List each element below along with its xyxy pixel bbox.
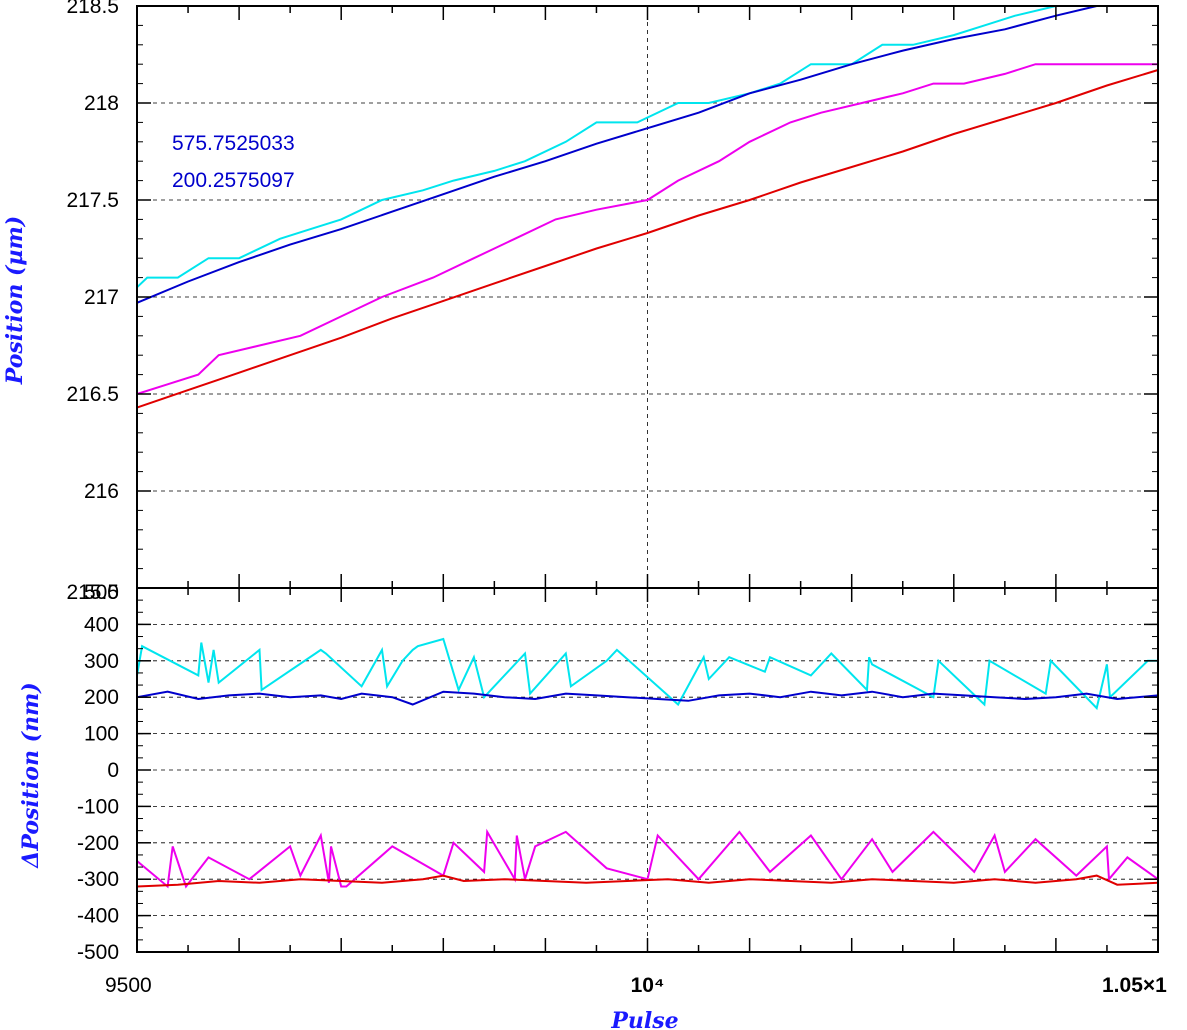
x-axis-title: Pulse <box>610 1008 678 1030</box>
xtick-label: 1.05×1 <box>1102 974 1167 997</box>
top-ytick-bottom-label: 215.5 <box>66 581 119 604</box>
top-y-axis-title: Position (µm) <box>2 216 28 385</box>
panel-1-ytick-label: 200 <box>84 686 119 709</box>
bottom-panel: -500 -400 -300 -200 -100 0 100 200 300 400 500 9500… <box>77 581 1167 997</box>
panel-0-series-cyan <box>136 5 1097 289</box>
panel-0-ytick-label: 218 <box>84 92 119 115</box>
panel-1-series-cyan <box>136 637 1158 711</box>
panel-1-ytick-label: 0 <box>107 759 119 782</box>
panel-0-series-red <box>136 69 1159 409</box>
panel-0-ytick-label: 217.5 <box>66 189 119 212</box>
panel-1-ytick-label: -500 <box>77 941 119 964</box>
panel-0-ytick-label: 216 <box>84 480 119 503</box>
annotation-1: 575.7525033 <box>172 132 295 155</box>
panel-1-series-red <box>136 874 1159 888</box>
top-panel: 216 216.5 217 217.5 218 218.5 215.5 <box>66 0 1159 604</box>
xtick-label: 9500 <box>105 974 152 997</box>
panel-0-ytick-label: 218.5 <box>66 0 119 18</box>
panel-1-ytick-label: -300 <box>77 868 119 891</box>
panel-1-ytick-label: 300 <box>84 650 119 673</box>
panel-1-ytick-label: 400 <box>84 613 119 636</box>
panel-0-series-magenta <box>136 63 1158 395</box>
panel-1-ytick-label: 100 <box>84 723 119 746</box>
panel-0-ytick-label: 217 <box>84 286 119 309</box>
panel-0-ytick-label: 216.5 <box>66 383 119 406</box>
panel-1-series-blue <box>136 690 1159 706</box>
bottom-y-axis-title: ΔPosition (nm) <box>18 682 44 868</box>
panel-1-series-magenta <box>136 828 1159 889</box>
bottom-ytick-top-label: 500 <box>84 581 119 604</box>
xtick-label: 10⁴ <box>631 974 665 997</box>
panel-0-series-blue <box>136 5 1097 304</box>
panel-1-ytick-label: -200 <box>77 832 119 855</box>
panel-1-ytick-label: -400 <box>77 905 119 928</box>
annotation-2: 200.2575097 <box>172 169 295 192</box>
panel-1-ytick-label: -100 <box>77 795 119 818</box>
